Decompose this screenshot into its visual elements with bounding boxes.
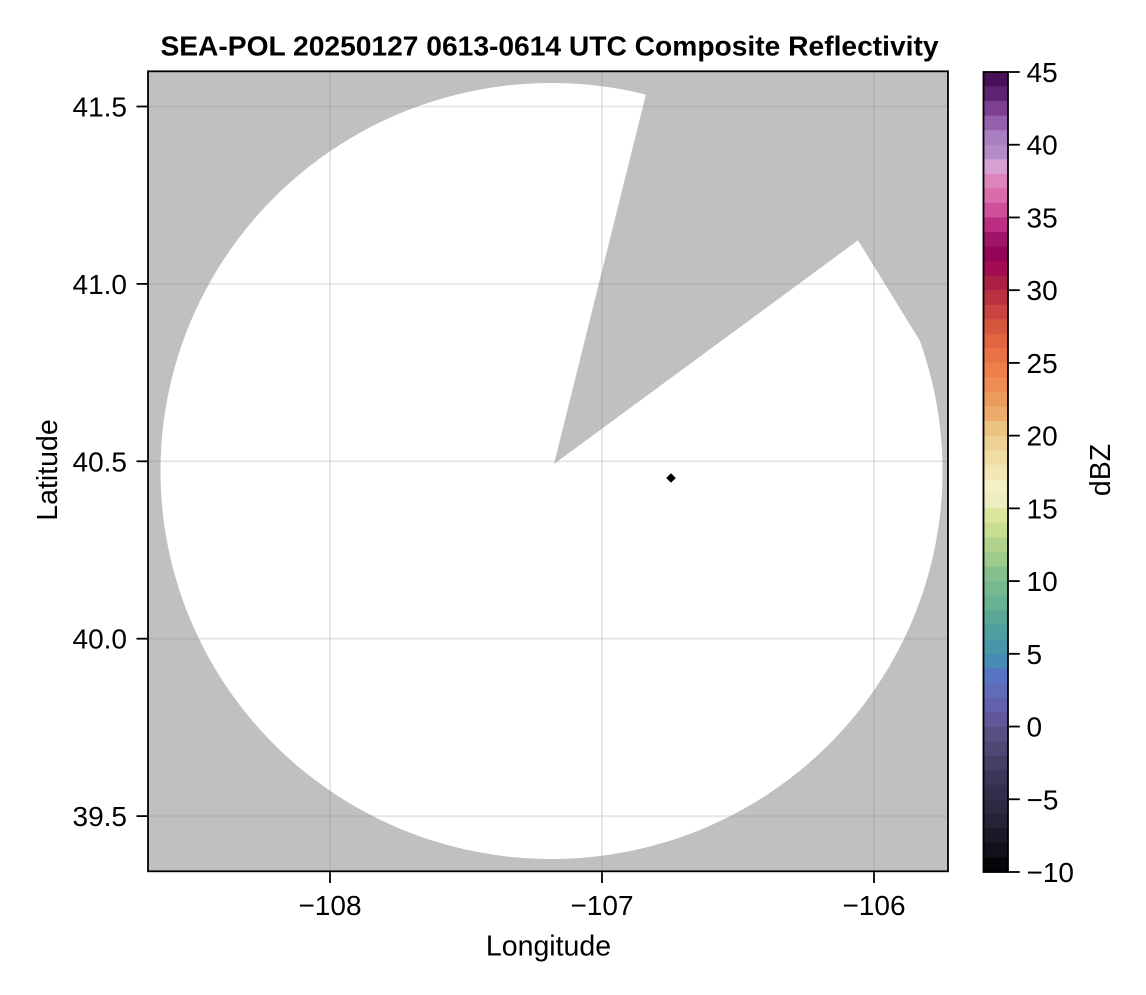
svg-text:25: 25 (1027, 348, 1058, 379)
svg-text:35: 35 (1027, 202, 1058, 233)
svg-text:45: 45 (1027, 57, 1058, 88)
svg-text:40.0: 40.0 (73, 624, 128, 655)
svg-text:40: 40 (1027, 130, 1058, 161)
svg-text:dBZ: dBZ (1085, 444, 1117, 496)
svg-text:39.5: 39.5 (73, 801, 128, 832)
svg-text:−107: −107 (570, 890, 633, 921)
svg-text:41.0: 41.0 (73, 269, 128, 300)
svg-text:−106: −106 (842, 890, 905, 921)
svg-text:5: 5 (1027, 639, 1043, 670)
svg-text:41.5: 41.5 (73, 92, 128, 123)
svg-text:−10: −10 (1027, 857, 1075, 888)
svg-text:SEA-POL 20250127 0613-0614 UTC: SEA-POL 20250127 0613-0614 UTC Composite… (160, 30, 938, 62)
svg-text:Longitude: Longitude (486, 931, 611, 963)
svg-text:40.5: 40.5 (73, 446, 128, 477)
svg-text:Latitude: Latitude (32, 419, 64, 520)
svg-text:−5: −5 (1027, 784, 1059, 815)
svg-text:10: 10 (1027, 566, 1058, 597)
svg-text:0: 0 (1027, 712, 1043, 743)
svg-text:−108: −108 (298, 890, 361, 921)
svg-text:30: 30 (1027, 275, 1058, 306)
svg-text:20: 20 (1027, 421, 1058, 452)
svg-text:15: 15 (1027, 493, 1058, 524)
